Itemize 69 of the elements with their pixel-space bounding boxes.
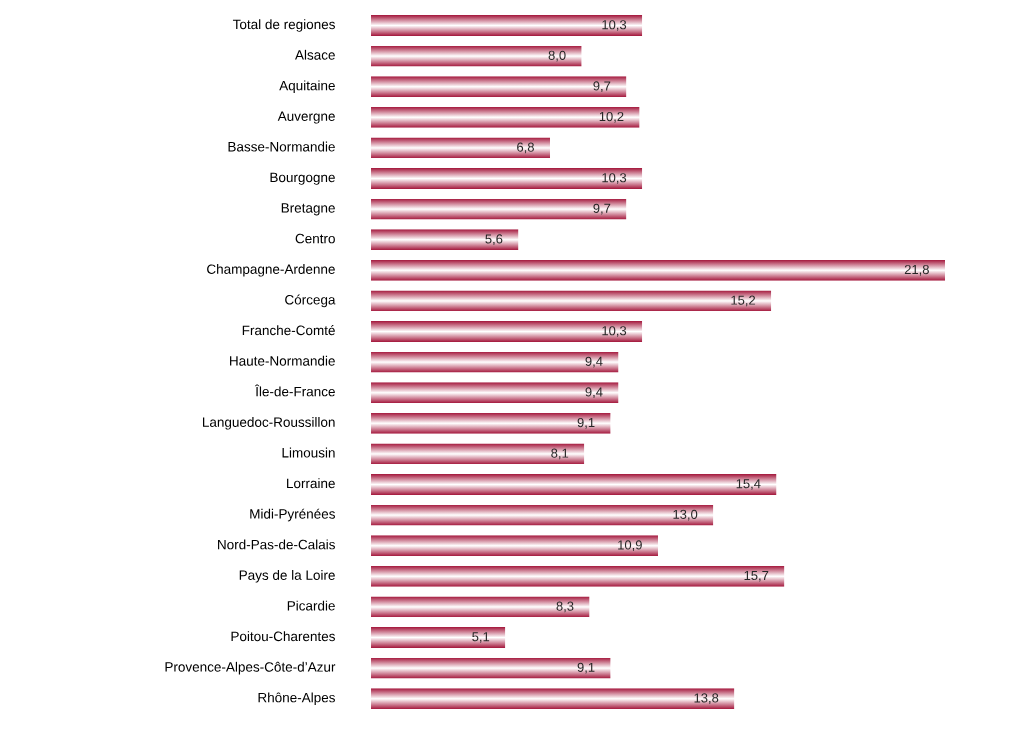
bar bbox=[371, 658, 611, 679]
y-tick-label: Picardie bbox=[287, 600, 335, 611]
bar bbox=[371, 321, 643, 342]
y-tick-label: Poitou-Charentes bbox=[231, 631, 335, 642]
y-tick-label: Córcega bbox=[285, 294, 336, 308]
bar bbox=[371, 382, 619, 403]
data-label: 9,1 bbox=[577, 662, 595, 674]
data-label: 9,4 bbox=[585, 356, 603, 368]
data-label: 10,3 bbox=[602, 326, 627, 337]
y-tick-label: Franche-Comté bbox=[242, 325, 335, 336]
data-label: 10,2 bbox=[599, 111, 624, 123]
data-label: 21,8 bbox=[904, 264, 929, 276]
data-label: 10,9 bbox=[618, 540, 642, 552]
bar bbox=[371, 168, 643, 189]
data-label: 9,1 bbox=[577, 417, 595, 429]
bar bbox=[371, 535, 658, 556]
data-label: 10,3 bbox=[602, 173, 627, 184]
y-tick-label: Alsace bbox=[294, 49, 335, 60]
bar bbox=[371, 15, 643, 36]
bar bbox=[371, 290, 772, 311]
bar bbox=[371, 505, 714, 526]
y-tick-label: Nord-Pas-de-Calais bbox=[218, 539, 335, 550]
y-tick-label: Midi-Pyrénées bbox=[250, 508, 335, 522]
data-label: 8,0 bbox=[548, 50, 566, 62]
data-label: 8,3 bbox=[556, 601, 574, 613]
y-tick-label: Basse-Normandie bbox=[228, 141, 335, 152]
y-tick-label: Pays de la Loire bbox=[239, 570, 335, 583]
y-tick-label: Centro bbox=[295, 233, 335, 244]
bar bbox=[371, 413, 611, 434]
y-tick-label: Aquitaine bbox=[279, 80, 335, 93]
data-label: 6,8 bbox=[517, 142, 534, 154]
y-tick-label: Limousin bbox=[282, 447, 335, 458]
y-tick-label: Total de regiones bbox=[232, 19, 335, 32]
data-label: 5,1 bbox=[472, 632, 490, 643]
data-label: 15,2 bbox=[731, 295, 756, 307]
data-label: 15,4 bbox=[736, 479, 761, 490]
data-label: 9,7 bbox=[593, 81, 611, 93]
data-label: 10,3 bbox=[602, 20, 627, 31]
bar bbox=[371, 688, 735, 709]
y-tick-label: Bretagne bbox=[281, 203, 335, 216]
data-label: 9,4 bbox=[585, 387, 603, 399]
data-label: 9,7 bbox=[593, 203, 611, 215]
bar bbox=[371, 566, 785, 587]
y-tick-label: Lorraine bbox=[287, 478, 335, 489]
bar bbox=[371, 352, 619, 373]
y-tick-label: Rhône-Alpes bbox=[258, 692, 335, 706]
bar bbox=[371, 137, 551, 158]
bar bbox=[371, 443, 585, 464]
y-tick-label: Auvergne bbox=[277, 111, 335, 124]
bar bbox=[371, 76, 627, 97]
bar bbox=[371, 46, 582, 67]
bar bbox=[371, 260, 946, 281]
y-tick-label: Provence-Alpes-Côte-d’Azur bbox=[165, 661, 336, 675]
data-label: 8,1 bbox=[551, 448, 569, 460]
y-tick-label: Champagne-Ardenne bbox=[207, 264, 335, 277]
bar bbox=[371, 474, 777, 495]
bar bbox=[371, 107, 640, 128]
bar bbox=[371, 627, 506, 648]
y-tick-label: Île-de-France bbox=[254, 384, 335, 397]
data-label: 5,6 bbox=[485, 234, 503, 246]
data-label: 13,8 bbox=[694, 693, 719, 705]
bar bbox=[371, 229, 519, 250]
data-label: 15,7 bbox=[744, 571, 769, 582]
bar bbox=[371, 199, 627, 220]
data-label: 13,0 bbox=[673, 509, 698, 521]
bar bbox=[371, 596, 590, 617]
y-tick-label: Languedoc-Roussillon bbox=[203, 417, 335, 430]
y-tick-label: Haute-Normandie bbox=[230, 355, 335, 366]
y-tick-label: Bourgogne bbox=[270, 172, 335, 185]
